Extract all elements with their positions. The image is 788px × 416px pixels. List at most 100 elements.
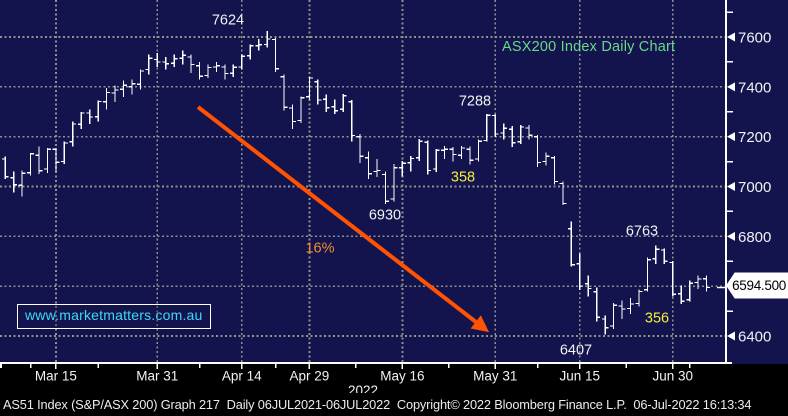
y-axis-label: 7600: [738, 30, 771, 47]
annotation-16pct: 16%: [305, 241, 334, 257]
ohlc-bar: [627, 298, 634, 315]
ohlc-bar: [69, 121, 77, 147]
ohlc-bar: [111, 85, 119, 102]
ohlc-bar: [652, 245, 660, 265]
y-axis-label: 7400: [738, 79, 771, 96]
ohlc-bar: [694, 275, 702, 290]
ohlc-bar: [322, 94, 330, 112]
ohlc-bar: [703, 275, 710, 292]
ohlc-bar: [1, 156, 9, 180]
ohlc-bar: [204, 64, 212, 79]
ohlc-bar: [382, 171, 389, 204]
ohlc-bar: [170, 54, 178, 67]
chart-title: ASX200 Index Daily Chart: [502, 39, 676, 55]
ohlc-bar: [407, 156, 415, 172]
ohlc-bar: [289, 104, 296, 130]
y-axis-labels: 7600 7400 7200 7000 6800 6400: [727, 30, 771, 346]
ohlc-bar: [432, 149, 440, 173]
ohlc-bar: [196, 61, 203, 80]
x-axis-label: Apr 14: [222, 369, 262, 384]
ohlc-bar: [213, 61, 220, 72]
ohlc-bar: [103, 88, 110, 110]
y-axis-label: 6400: [738, 329, 771, 346]
ohlc-bar: [660, 248, 668, 265]
ohlc-bar: [10, 171, 18, 193]
ohlc-bar: [27, 152, 34, 176]
ohlc-bar: [128, 79, 136, 95]
last-price-value: 6594.500: [732, 278, 786, 293]
ohlc-bar: [669, 260, 677, 297]
x-axis-labels: Mar 15 Mar 31 Apr 14 Apr 29 May 16 May 31 Jun …: [35, 369, 693, 384]
ohlc-bar: [280, 74, 288, 111]
ohlc-bar: [677, 285, 685, 305]
y-tick-arrow-icon: [727, 82, 735, 92]
ohlc-bar: [60, 141, 68, 165]
ohlc-bar: [373, 159, 381, 178]
ohlc-bar: [500, 123, 508, 140]
annotation-358: 358: [451, 170, 475, 186]
status-bar: AS51 Index (S&P/ASX 200) Graph 217 Daily…: [0, 393, 788, 416]
watermark-link: www.marketmatters.com.au: [25, 307, 203, 323]
ohlc-bar: [508, 126, 516, 148]
ohlc-bar: [576, 253, 584, 291]
ohlc-bar: [517, 124, 525, 145]
ohlc-bar: [483, 114, 491, 142]
ohlc-bar: [424, 140, 432, 175]
ohlc-bar: [534, 135, 541, 168]
x-axis-label: Jun 15: [560, 369, 601, 384]
ohlc-bar: [644, 257, 651, 292]
annotation-7624: 7624: [212, 13, 244, 29]
ohlc-bar: [263, 31, 271, 48]
ohlc-bar: [348, 99, 356, 142]
ohlc-bar: [491, 114, 499, 138]
ohlc-bar: [686, 280, 694, 302]
annotation-6930: 6930: [369, 208, 401, 224]
ohlc-bar: [567, 221, 575, 267]
ohlc-bar: [601, 315, 609, 335]
ohlc-bar: [44, 147, 51, 173]
ohlc-bar: [390, 164, 398, 202]
annotations: 7624 7288 6930 6763 6407 358 356 16%: [212, 13, 669, 359]
ohlc-bar: [314, 79, 322, 105]
y-tick-arrow-icon: [727, 331, 735, 341]
x-axis-label: Apr 29: [290, 369, 330, 384]
y-tick-arrow-icon: [727, 231, 735, 241]
x-axis-label: Mar 15: [35, 369, 77, 384]
x-axis-label: May 16: [380, 369, 424, 384]
y-axis-label: 7200: [738, 129, 771, 146]
ohlc-bar-series: [0, 31, 710, 335]
ohlc-bar: [331, 99, 339, 115]
ohlc-bar: [120, 80, 127, 97]
y-tick-arrow-icon: [727, 182, 735, 191]
y-axis-label: 6800: [738, 229, 771, 246]
ohlc-bar: [356, 134, 364, 163]
ohlc-bar: [593, 287, 601, 322]
ohlc-bar: [415, 139, 423, 162]
y-axis-label: 7000: [738, 179, 771, 196]
ohlc-bar: [475, 139, 482, 162]
ohlc-bar: [466, 146, 474, 165]
ohlc-bar: [618, 300, 626, 320]
ohlc-bar: [179, 50, 187, 65]
ohlc-bar: [610, 303, 617, 330]
ohlc-bar: [255, 38, 263, 51]
ohlc-bar: [153, 53, 161, 67]
ohlc-bar: [297, 96, 305, 123]
ohlc-bar: [145, 54, 153, 75]
ohlc-bar: [525, 125, 533, 140]
ohlc-bar: [229, 64, 237, 77]
annotation-356: 356: [645, 311, 669, 327]
ohlc-bar: [458, 146, 465, 160]
ohlc-bar: [238, 54, 246, 70]
ohlc-bar: [77, 111, 85, 130]
ohlc-bar: [18, 170, 26, 197]
ohlc-bar: [339, 93, 347, 112]
axes: [0, 0, 733, 369]
status-text: AS51 Index (S&P/ASX 200) Graph 217 Daily…: [3, 397, 752, 412]
ohlc-bar: [221, 64, 229, 80]
ohlc-bar: [398, 161, 406, 177]
x-axis-label: Jun 30: [652, 369, 693, 384]
annotation-7288: 7288: [459, 94, 491, 110]
annotation-6407: 6407: [560, 343, 592, 359]
